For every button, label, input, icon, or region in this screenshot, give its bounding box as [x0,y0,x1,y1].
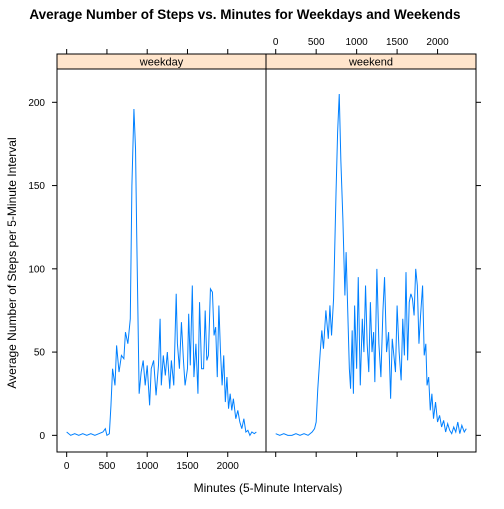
x-tick-label-0: 0 [64,461,70,472]
x-tick-top-label-500: 500 [308,37,325,48]
x-axis-label: Minutes (5-Minute Intervals) [194,481,343,495]
y-tick-label-50: 50 [34,348,46,359]
panel-weekend: weekend 0 500 1000 1500 2000 [265,37,477,457]
x-tick-top-label-0: 0 [273,37,279,48]
y-tick-label-0: 0 [39,431,45,442]
panel-frame-weekday [56,68,267,453]
x-tick-label-1000: 1000 [136,461,159,472]
y-axis-label: Average Number of Steps per 5-Minute Int… [5,137,19,388]
strip-label-weekday: weekday [139,57,184,69]
x-tick-label-1500: 1500 [176,461,199,472]
x-tick-top-label-1500: 1500 [386,37,409,48]
y-tick-label-100: 100 [28,264,45,275]
x-tick-label-500: 500 [99,461,116,472]
chart-title: Average Number of Steps vs. Minutes for … [29,7,460,22]
y-tick-label-200: 200 [28,98,45,109]
y-tick-label-150: 150 [28,181,45,192]
x-tick-top-label-1000: 1000 [346,37,369,48]
panel-frame-weekend [265,68,477,453]
series-line-weekend [275,93,467,436]
panel-weekday: weekday 0 500 1000 1500 2000 [56,49,267,472]
series-line-weekday [66,108,257,437]
strip-label-weekend: weekend [348,57,393,69]
x-tick-top-label-2000: 2000 [426,37,449,48]
x-tick-label-2000: 2000 [217,461,240,472]
